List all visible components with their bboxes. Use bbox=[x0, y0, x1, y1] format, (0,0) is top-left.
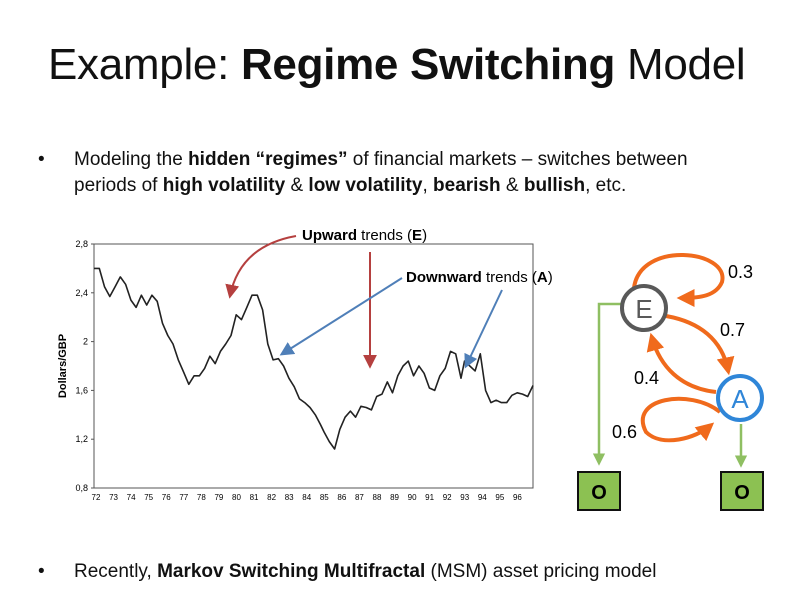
x-tick-label: 76 bbox=[162, 493, 171, 502]
bold-phrase: Markov Switching Multifractal bbox=[157, 561, 426, 582]
text-run: & bbox=[285, 175, 309, 196]
x-tick-label: 77 bbox=[179, 493, 188, 502]
bold-phrase: high volatility bbox=[162, 175, 286, 196]
downward-arrow-left bbox=[279, 277, 403, 356]
x-tick-label: 83 bbox=[285, 493, 294, 502]
downward-close: ) bbox=[548, 269, 553, 286]
upward-arrow-left bbox=[225, 235, 297, 299]
text-run: (MSM) asset pricing model bbox=[425, 561, 657, 582]
x-tick-label: 78 bbox=[197, 493, 206, 502]
x-tick-label: 87 bbox=[355, 493, 364, 502]
bold-phrase: bullish bbox=[523, 175, 586, 196]
text-run: , etc. bbox=[585, 175, 627, 196]
downward-bold: Downward bbox=[406, 269, 482, 286]
downward-trends-label: Downward trends (A) bbox=[406, 269, 553, 286]
x-tick-label: 79 bbox=[214, 493, 223, 502]
bullet-marker: • bbox=[38, 149, 45, 170]
x-tick-label: 89 bbox=[390, 493, 399, 502]
text-run: periods of bbox=[74, 175, 163, 196]
x-tick-label: 85 bbox=[320, 493, 329, 502]
x-ticks: 72 73 74 75 76 77 78 79 80 81 82 83 84 85 86 87 88 89 90 91… bbox=[92, 493, 523, 502]
title-bold: Regime Switching bbox=[240, 40, 616, 89]
x-tick-label: 74 bbox=[127, 493, 136, 502]
x-tick-label: 84 bbox=[302, 493, 311, 502]
bullet-text: Modeling the hidden “regimes” of financi… bbox=[74, 147, 688, 199]
upward-letter: E bbox=[412, 227, 422, 244]
transition-e-e bbox=[632, 253, 725, 307]
bold-phrase: bearish bbox=[433, 175, 501, 196]
x-tick-label: 81 bbox=[250, 493, 259, 502]
x-tick-label: 93 bbox=[460, 493, 469, 502]
y-tick-label: 0,8 bbox=[75, 483, 88, 493]
bullet-text: Recently, Markov Switching Multifractal … bbox=[74, 559, 656, 585]
y-tick-label: 2,4 bbox=[75, 288, 88, 298]
state-a-label: A bbox=[731, 384, 749, 414]
emission-arrow-e bbox=[592, 302, 622, 466]
text-run: & bbox=[500, 175, 524, 196]
prob-e-e: 0.3 bbox=[728, 262, 753, 282]
y-tick-label: 2 bbox=[83, 337, 88, 347]
state-e-label: E bbox=[635, 294, 652, 324]
downward-rest: trends ( bbox=[482, 269, 537, 286]
upward-rest: trends ( bbox=[357, 227, 412, 244]
observation-right-label: O bbox=[734, 482, 750, 504]
text-run: Recently, bbox=[74, 561, 158, 582]
hmm-diagram: E A 0.3 0.7 0.4 0.6 O O bbox=[577, 253, 764, 511]
observation-right-box bbox=[720, 471, 764, 511]
observation-left-box bbox=[577, 471, 621, 511]
x-tick-label: 86 bbox=[337, 493, 346, 502]
x-tick-label: 90 bbox=[408, 493, 417, 502]
bullet-marker: • bbox=[38, 561, 45, 582]
x-tick-label: 95 bbox=[495, 493, 504, 502]
y-ticks: 0,8 1,2 1,6 2 2,4 2,8 bbox=[75, 239, 94, 493]
prob-e-a: 0.7 bbox=[720, 320, 745, 340]
upward-bold: Upward bbox=[302, 227, 357, 244]
bullet-line-1: Modeling the hidden “regimes” of financi… bbox=[74, 147, 688, 173]
x-tick-label: 92 bbox=[443, 493, 452, 502]
x-tick-label: 94 bbox=[478, 493, 487, 502]
transition-a-a bbox=[641, 396, 722, 443]
title-prefix: Example: bbox=[48, 40, 241, 89]
x-tick-label: 82 bbox=[267, 493, 276, 502]
y-tick-label: 2,8 bbox=[75, 239, 88, 249]
y-tick-label: 1,2 bbox=[75, 434, 88, 444]
exchange-rate-chart: 0,8 1,2 1,6 2 2,4 2,8 72 73 74 75 76 77 78 79 80 81 82 8… bbox=[57, 239, 534, 502]
slide-title: Example: Regime Switching Model bbox=[48, 40, 746, 90]
transition-a-e bbox=[646, 332, 717, 394]
y-axis-label: Dollars/GBP bbox=[57, 334, 69, 398]
x-tick-label: 91 bbox=[425, 493, 434, 502]
downward-arrow-right bbox=[464, 289, 503, 369]
state-a-node bbox=[716, 374, 764, 422]
bold-phrase: hidden “regimes” bbox=[188, 149, 348, 170]
y-tick-label: 1,6 bbox=[75, 385, 88, 395]
x-tick-label: 96 bbox=[513, 493, 522, 502]
state-e-node bbox=[620, 284, 668, 332]
x-tick-label: 80 bbox=[232, 493, 241, 502]
transition-e-a bbox=[665, 314, 735, 376]
prob-a-a: 0.6 bbox=[612, 422, 637, 442]
x-tick-label: 75 bbox=[144, 493, 153, 502]
plot-frame bbox=[93, 243, 534, 489]
bullet-line-2: periods of high volatility & low volatil… bbox=[74, 173, 688, 199]
trend-annotations: Upward trends (E) Downward trends (A) bbox=[225, 227, 553, 369]
downward-letter: A bbox=[537, 269, 548, 286]
observation-left-label: O bbox=[591, 482, 607, 504]
title-suffix: Model bbox=[615, 40, 746, 89]
text-run: Modeling the bbox=[74, 149, 189, 170]
bold-phrase: low volatility bbox=[308, 175, 423, 196]
prob-a-e: 0.4 bbox=[634, 368, 659, 388]
text-run: , bbox=[422, 175, 434, 196]
x-tick-label: 73 bbox=[109, 493, 118, 502]
x-tick-label: 72 bbox=[92, 493, 101, 502]
bullet-line-1: Recently, Markov Switching Multifractal … bbox=[74, 559, 656, 585]
upward-trends-label: Upward trends (E) bbox=[302, 227, 427, 244]
series-line bbox=[94, 267, 534, 450]
upward-close: ) bbox=[422, 227, 427, 244]
text-run: of financial markets – switches between bbox=[347, 149, 688, 170]
x-tick-label: 88 bbox=[373, 493, 382, 502]
